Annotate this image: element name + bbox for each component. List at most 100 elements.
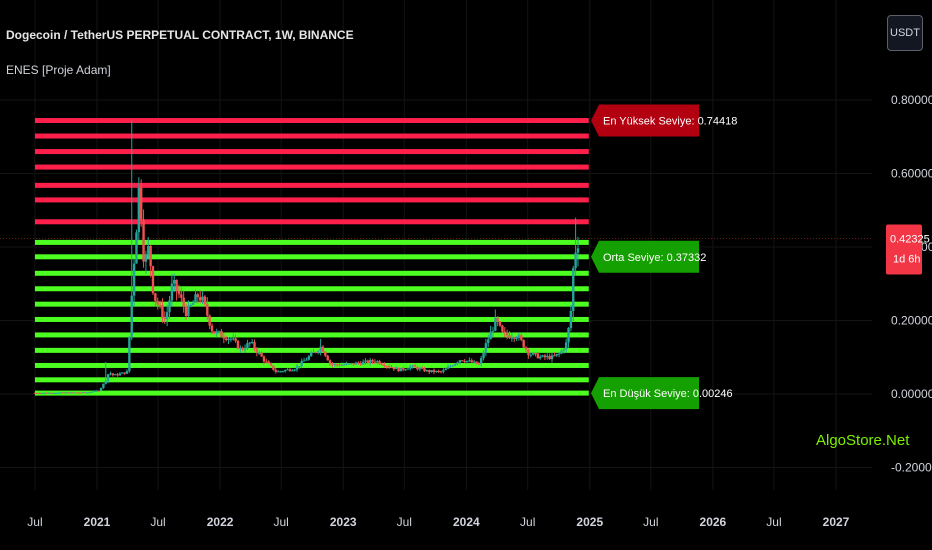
candle-body: [520, 335, 523, 340]
candle-body: [312, 351, 315, 353]
candle-body: [503, 331, 506, 333]
candle-body: [505, 332, 509, 336]
candle-body: [189, 304, 192, 306]
level-label-mid: Orta Seviye: 0.37332: [591, 240, 706, 273]
candle-body: [165, 312, 169, 320]
candle-body: [572, 268, 575, 311]
lower-level-line: [34, 390, 589, 396]
candle-body: [555, 353, 558, 356]
x-tick-label: 2027: [823, 515, 850, 529]
candle-body: [564, 342, 568, 350]
candle-body: [352, 363, 355, 365]
candle-body: [482, 352, 485, 359]
y-axis[interactable]: 0.800000.600000.400000.200000.00000-0.20…: [891, 93, 932, 475]
candle-body: [33, 392, 37, 394]
candle-body: [538, 356, 542, 359]
candle-body: [309, 352, 313, 357]
candle-body: [546, 356, 549, 358]
candle-body: [470, 360, 473, 363]
candle-body: [494, 317, 497, 331]
candle-body: [95, 390, 98, 392]
candle-body: [90, 391, 93, 393]
grid: [0, 0, 872, 490]
candle-body: [461, 360, 464, 362]
upper-level-line: [34, 118, 589, 124]
candle-body: [232, 338, 235, 340]
upper-level-line: [34, 182, 589, 188]
candle-body: [350, 363, 353, 365]
candle-body: [234, 338, 237, 341]
price-badge-box: [886, 224, 922, 275]
candle-body: [446, 366, 450, 369]
candle-body: [76, 392, 79, 394]
candle-body: [201, 296, 204, 301]
lower-level-line: [34, 301, 589, 307]
candle-body: [420, 368, 424, 370]
candle-body: [291, 370, 294, 372]
candle-body: [319, 346, 322, 352]
x-tick-label: Jul: [397, 515, 412, 529]
x-tick-label: Jul: [520, 515, 535, 529]
candle-body: [529, 354, 532, 356]
candle-body: [250, 342, 254, 344]
candle-body: [343, 364, 346, 366]
candle-body: [276, 371, 280, 373]
candle-body: [300, 360, 303, 367]
level-label-text: En Düşük Seviye: 0.00246: [603, 388, 733, 400]
candle-body: [392, 367, 396, 370]
candle-body: [541, 355, 544, 357]
candle-body: [423, 368, 426, 372]
candle-body: [510, 337, 514, 339]
candle-body: [487, 339, 490, 344]
candle-body: [262, 356, 266, 362]
candle-body: [404, 369, 407, 371]
candle-body: [109, 373, 112, 375]
price-badge-countdown: 1d 6h: [893, 253, 921, 265]
candle-body: [361, 361, 365, 365]
symbol-title[interactable]: Dogecoin / TetherUS PERPETUAL CONTRACT, …: [6, 28, 354, 42]
candle-body: [158, 304, 162, 306]
x-axis[interactable]: Jul 2021 Jul 2022 Jul 2023 Jul 2024 Jul 2025 Jul 20…: [27, 515, 849, 529]
candle-body: [383, 364, 386, 367]
candle-body: [406, 368, 410, 370]
candle-body: [163, 317, 166, 320]
candle-body: [59, 392, 63, 394]
candle-body: [274, 369, 277, 372]
candle-body: [357, 362, 360, 364]
candle-body: [536, 353, 540, 359]
level-label-text: Orta Seviye: 0.37332: [603, 252, 706, 264]
indicator-name[interactable]: ENES [Proje Adam]: [6, 63, 111, 77]
level-label-box: [591, 240, 699, 273]
candle-body: [45, 392, 48, 394]
candle-body: [468, 360, 471, 362]
candle-body: [222, 336, 226, 339]
candle-body: [40, 392, 44, 394]
currency-button[interactable]: USDT: [887, 15, 923, 51]
watermark: AlgoStore.Net: [816, 432, 910, 449]
candle-body: [501, 325, 504, 332]
candle-body: [531, 353, 535, 355]
candle-body: [347, 363, 351, 365]
candle-body: [130, 295, 133, 337]
lower-level-line: [34, 286, 589, 292]
candle-body: [85, 392, 89, 394]
candle-body: [213, 331, 216, 334]
candle-body: [387, 366, 391, 368]
candle-body: [224, 338, 228, 341]
candle-body: [187, 305, 190, 317]
candle-body: [243, 348, 247, 350]
candle-body: [439, 371, 443, 373]
candle-body: [104, 381, 107, 384]
candle-body: [191, 302, 195, 305]
candle-body: [489, 331, 492, 340]
candle-body: [557, 353, 561, 355]
y-tick-label: 0.80000: [891, 93, 932, 107]
candle-body: [338, 364, 341, 366]
candle-body: [491, 330, 495, 332]
candle-body: [239, 347, 242, 349]
candle-body: [451, 365, 455, 367]
candle-body: [142, 219, 145, 262]
candle-body: [269, 363, 273, 366]
candle-body: [305, 359, 308, 361]
